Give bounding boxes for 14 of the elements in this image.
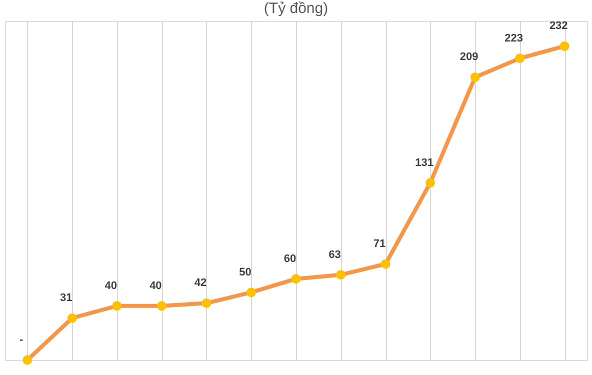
chart-title: (Tỷ đồng) — [264, 0, 328, 18]
data-label: 131 — [415, 156, 434, 169]
data-label: 40 — [150, 280, 162, 292]
data-label: 223 — [504, 32, 524, 44]
data-label: 50 — [239, 266, 252, 278]
data-label: 40 — [104, 280, 118, 292]
data-label: 209 — [460, 51, 478, 64]
data-label: 60 — [284, 252, 296, 265]
data-label: 31 — [60, 292, 72, 304]
data-label: - — [20, 334, 24, 346]
data-label: 232 — [549, 20, 568, 32]
data-label: 63 — [328, 248, 341, 261]
data-label: 42 — [194, 277, 207, 290]
data-label: 71 — [373, 238, 386, 250]
